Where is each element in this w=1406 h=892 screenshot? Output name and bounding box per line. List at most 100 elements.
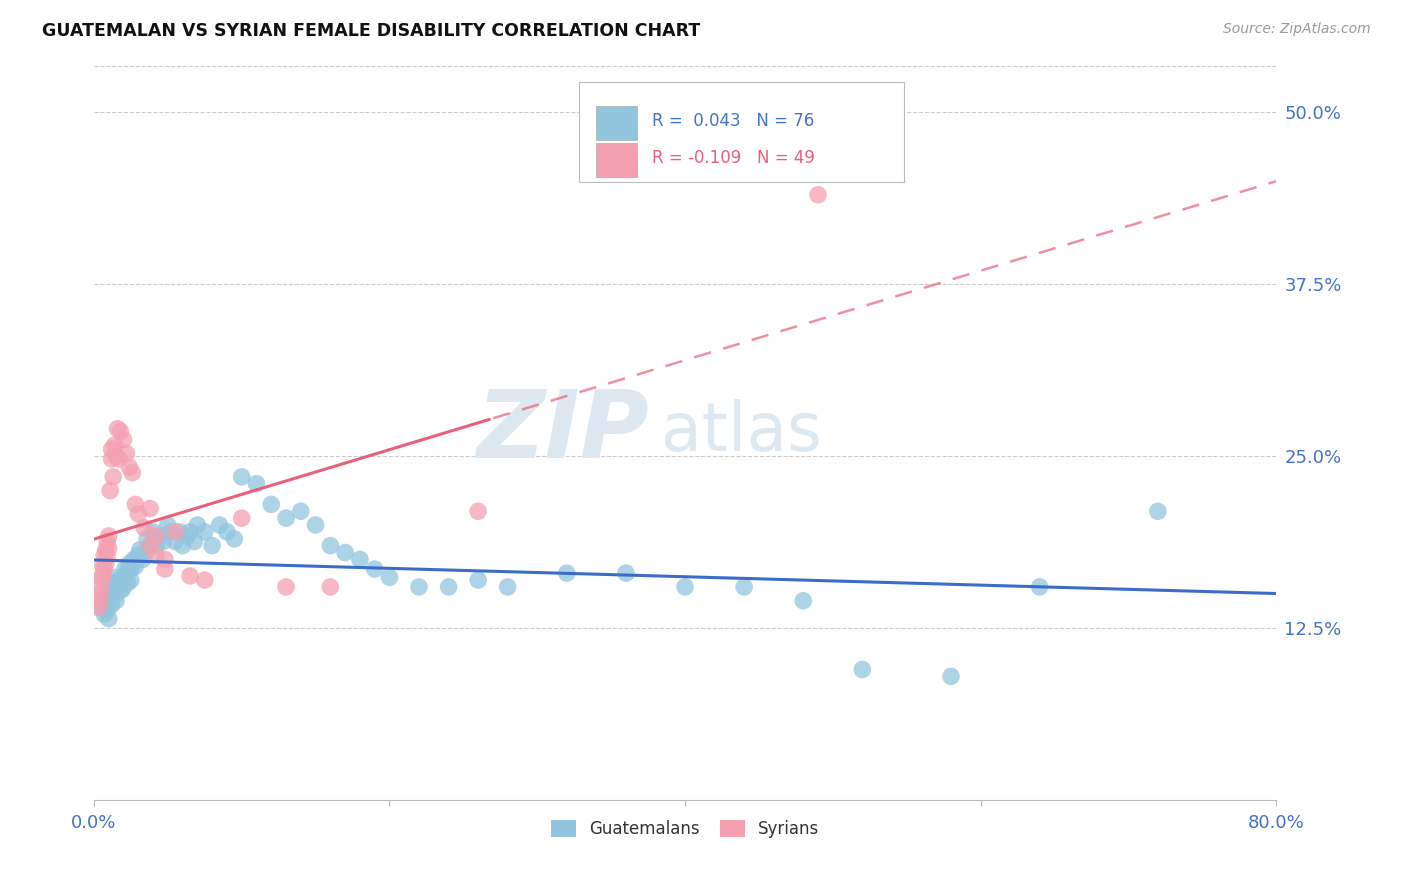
Point — [111, 582, 134, 597]
Point — [105, 587, 128, 601]
Point — [90, 600, 112, 615]
Point — [93, 549, 115, 563]
Point — [104, 570, 127, 584]
Point — [165, 534, 187, 549]
Point — [104, 438, 127, 452]
Point — [110, 425, 132, 439]
Point — [1147, 504, 1170, 518]
Point — [145, 529, 167, 543]
Point — [183, 534, 205, 549]
Point — [136, 532, 159, 546]
Point — [319, 539, 342, 553]
Point — [555, 566, 578, 581]
Point — [107, 580, 129, 594]
Point — [118, 460, 141, 475]
Point — [96, 549, 118, 564]
Point — [139, 539, 162, 553]
Point — [105, 593, 128, 607]
Point — [94, 542, 117, 557]
Point — [274, 511, 297, 525]
Point — [378, 570, 401, 584]
Point — [614, 566, 637, 581]
Point — [165, 524, 187, 539]
Point — [128, 542, 150, 557]
Point — [156, 518, 179, 533]
Point — [152, 534, 174, 549]
Point — [437, 580, 460, 594]
Point — [194, 524, 217, 539]
Point — [807, 187, 830, 202]
Point — [115, 446, 138, 460]
Point — [93, 607, 115, 622]
Point — [112, 580, 135, 594]
Point — [97, 596, 120, 610]
Point — [134, 521, 156, 535]
Point — [94, 593, 117, 607]
Point — [87, 600, 110, 615]
Point — [124, 497, 146, 511]
Text: ZIP: ZIP — [477, 386, 650, 478]
Point — [122, 552, 145, 566]
Point — [145, 539, 167, 553]
Text: Source: ZipAtlas.com: Source: ZipAtlas.com — [1223, 22, 1371, 37]
Point — [231, 470, 253, 484]
Point — [496, 580, 519, 594]
Point — [304, 518, 326, 533]
Point — [112, 433, 135, 447]
Point — [139, 501, 162, 516]
Point — [408, 580, 430, 594]
Point — [89, 593, 111, 607]
Point — [127, 549, 149, 563]
Point — [108, 573, 131, 587]
Point — [96, 603, 118, 617]
Point — [733, 580, 755, 594]
Point — [1028, 580, 1050, 594]
Point — [100, 442, 122, 457]
Point — [108, 452, 131, 467]
Point — [274, 580, 297, 594]
Point — [105, 449, 128, 463]
Point — [176, 529, 198, 543]
Point — [290, 504, 312, 518]
Point — [179, 524, 201, 539]
Point — [349, 552, 371, 566]
Point — [169, 524, 191, 539]
Point — [201, 539, 224, 553]
Point — [792, 593, 814, 607]
Point — [149, 529, 172, 543]
Point — [101, 575, 124, 590]
Point — [124, 559, 146, 574]
Point — [112, 570, 135, 584]
Point — [89, 587, 111, 601]
Point — [260, 497, 283, 511]
Point — [93, 562, 115, 576]
Point — [90, 570, 112, 584]
Point — [208, 518, 231, 533]
Legend: Guatemalans, Syrians: Guatemalans, Syrians — [544, 814, 825, 845]
Point — [179, 569, 201, 583]
Point — [120, 562, 142, 576]
Point — [673, 580, 696, 594]
Point — [97, 541, 120, 556]
Point — [118, 557, 141, 571]
Point — [127, 507, 149, 521]
Point — [186, 518, 208, 533]
Point — [97, 587, 120, 601]
Point — [100, 580, 122, 594]
Point — [224, 532, 246, 546]
Point — [100, 452, 122, 467]
Point — [131, 552, 153, 566]
Point — [319, 580, 342, 594]
Point — [139, 539, 162, 553]
Point — [120, 573, 142, 587]
Point — [98, 590, 121, 604]
Text: R = -0.109   N = 49: R = -0.109 N = 49 — [652, 149, 815, 167]
Point — [90, 580, 112, 594]
Point — [91, 569, 114, 583]
Point — [94, 557, 117, 571]
Point — [153, 562, 176, 576]
Point — [107, 422, 129, 436]
Point — [231, 511, 253, 525]
Point — [96, 534, 118, 549]
Text: GUATEMALAN VS SYRIAN FEMALE DISABILITY CORRELATION CHART: GUATEMALAN VS SYRIAN FEMALE DISABILITY C… — [42, 22, 700, 40]
